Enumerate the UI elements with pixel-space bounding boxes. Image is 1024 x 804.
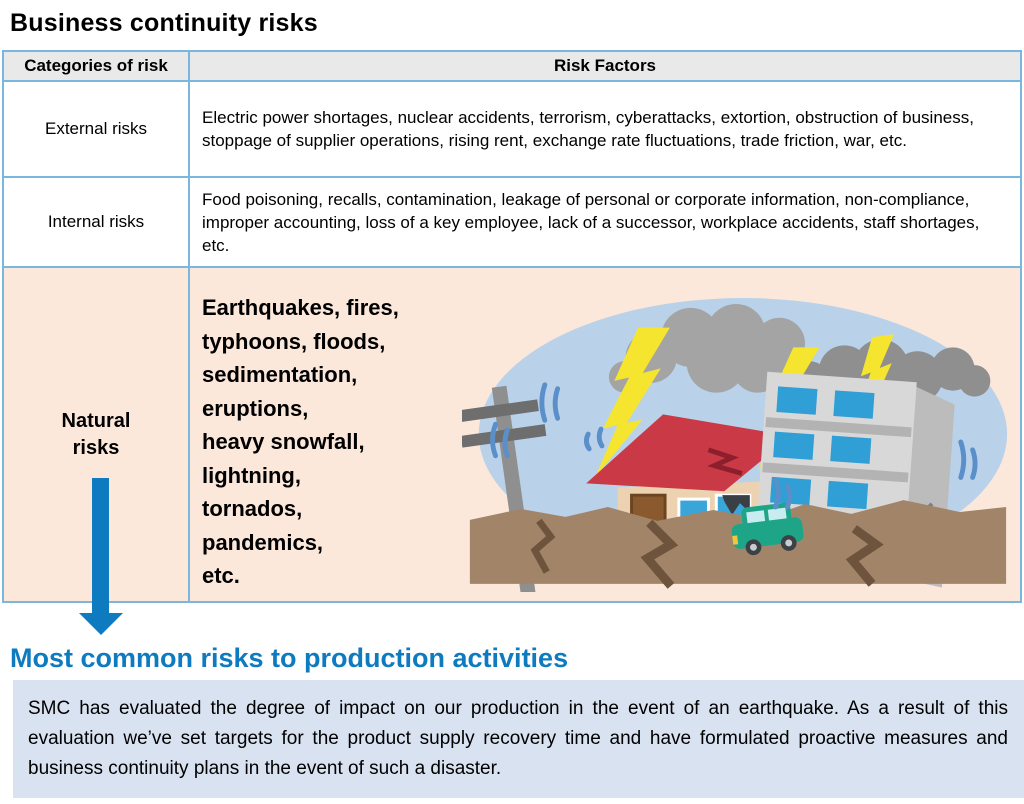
table-row-internal: Internal risks Food poisoning, recalls, … — [2, 176, 1022, 268]
header-risk-factors: Risk Factors — [188, 50, 1022, 82]
car — [731, 502, 804, 556]
external-risks-label: External risks — [2, 80, 190, 178]
table-row-natural: Natural risks Earthquakes, fires, typhoo… — [2, 266, 1022, 603]
page-title: Business continuity risks — [10, 9, 318, 37]
table-row-external: External risks Electric power shortages,… — [2, 80, 1022, 178]
down-arrow-icon — [78, 478, 123, 635]
table-header-row: Categories of risk Risk Factors — [2, 50, 1022, 82]
header-categories: Categories of risk — [2, 50, 190, 82]
section-heading: Most common risks to production activiti… — [10, 643, 569, 673]
note-box: SMC has evaluated the degree of impact o… — [13, 680, 1024, 798]
note-text: SMC has evaluated the degree of impact o… — [28, 698, 1008, 779]
shake-marks — [490, 382, 978, 510]
external-risks-factors: Electric power shortages, nuclear accide… — [188, 80, 1022, 178]
internal-risks-label: Internal risks — [2, 176, 190, 268]
down-arrow-head — [78, 613, 123, 635]
earthquake-disaster-illustration — [462, 298, 1008, 592]
risk-table: Categories of risk Risk Factors External… — [2, 50, 1022, 603]
down-arrow-shaft — [92, 478, 109, 613]
natural-risks-factors: Earthquakes, fires, typhoons, floods, se… — [202, 295, 399, 589]
natural-risks-cell: Earthquakes, fires, typhoons, floods, se… — [188, 266, 1022, 603]
internal-risks-factors: Food poisoning, recalls, contamination, … — [188, 176, 1022, 268]
